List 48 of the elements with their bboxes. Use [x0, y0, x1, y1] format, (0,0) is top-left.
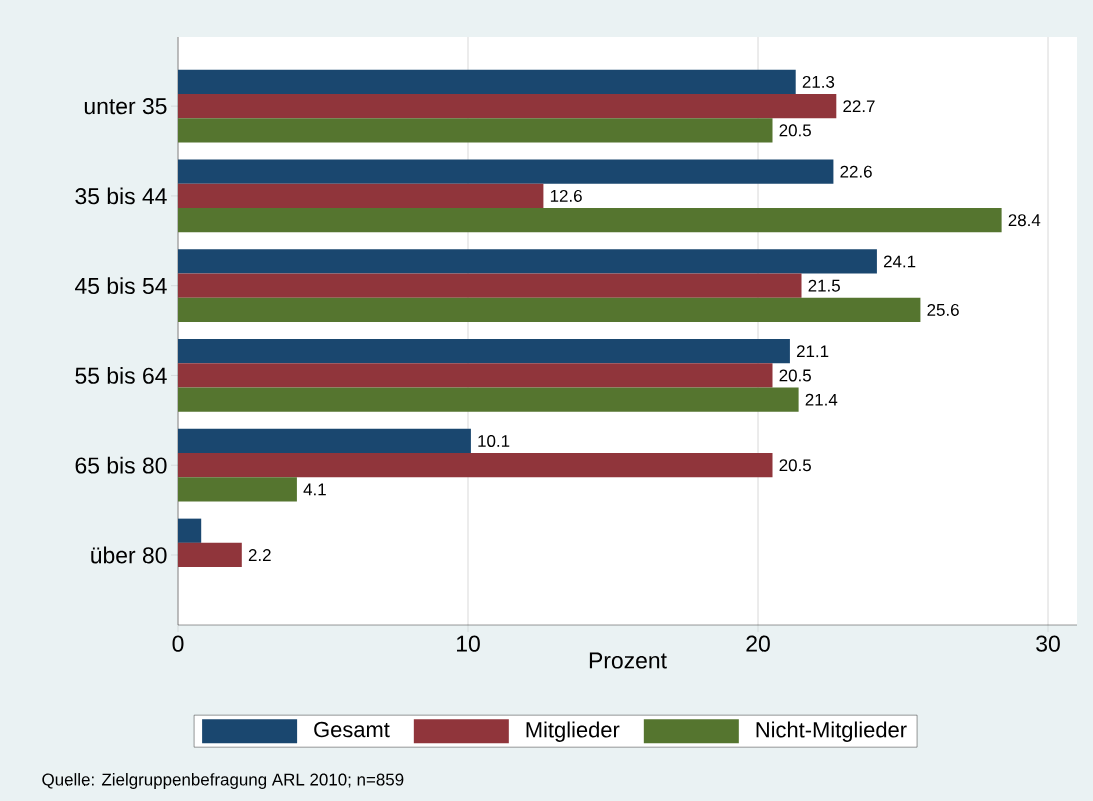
y-tick-label: über 80: [91, 546, 167, 564]
bar: [178, 208, 1002, 233]
data-label: 20.5: [779, 459, 811, 472]
data-label: 4.1: [303, 483, 326, 496]
x-tick-label: 30: [1036, 635, 1060, 652]
data-label: 21.3: [802, 75, 835, 88]
bar: [178, 477, 297, 502]
y-tick-label: 45 bis 54: [75, 277, 167, 295]
legend-label: Gesamt: [314, 721, 390, 738]
bar: [178, 249, 877, 274]
data-label: 21.5: [808, 279, 840, 292]
data-label: 21.1: [796, 345, 829, 358]
bar: [178, 183, 544, 209]
bar: [178, 363, 773, 388]
x-tick-label: 0: [172, 635, 184, 652]
x-tick-label: 20: [746, 635, 770, 652]
data-label: 28.4: [1008, 214, 1041, 227]
bar: [178, 339, 790, 364]
data-label: 24.1: [883, 255, 916, 268]
data-label: 22.6: [840, 165, 872, 178]
bar: [178, 159, 834, 184]
bar: [178, 94, 837, 119]
bar: [178, 453, 773, 478]
bar: [178, 118, 773, 143]
data-label: 12.6: [550, 189, 582, 202]
bar: [178, 297, 921, 323]
y-tick-label: 55 bis 64: [75, 367, 167, 384]
data-label: 2.2: [248, 549, 271, 561]
data-label: 20.5: [779, 369, 811, 382]
bar: [178, 542, 242, 568]
data-label: 21.4: [805, 393, 838, 406]
data-label: 10.1: [478, 434, 510, 447]
bar: [178, 518, 202, 543]
bar: [178, 428, 471, 454]
y-tick-label: 35 bis 44: [75, 187, 167, 205]
data-label: 25.6: [927, 303, 959, 316]
legend-label: Nicht-Mitglieder: [756, 721, 907, 742]
legend-label: Mitglieder: [526, 721, 620, 742]
bar: [178, 69, 796, 94]
x-tick-label: 10: [457, 635, 480, 652]
data-label: 22.7: [843, 100, 875, 113]
bar: [178, 273, 802, 298]
y-tick-label: 65 bis 80: [75, 456, 167, 474]
x-axis-title: Prozent: [589, 652, 667, 669]
data-label: 20.5: [779, 124, 811, 137]
bar: [178, 387, 799, 412]
y-tick-label: unter 35: [84, 98, 167, 115]
source-note: Quelle: Zielgruppenbefragung ARL 2010; n=859: [42, 773, 404, 789]
